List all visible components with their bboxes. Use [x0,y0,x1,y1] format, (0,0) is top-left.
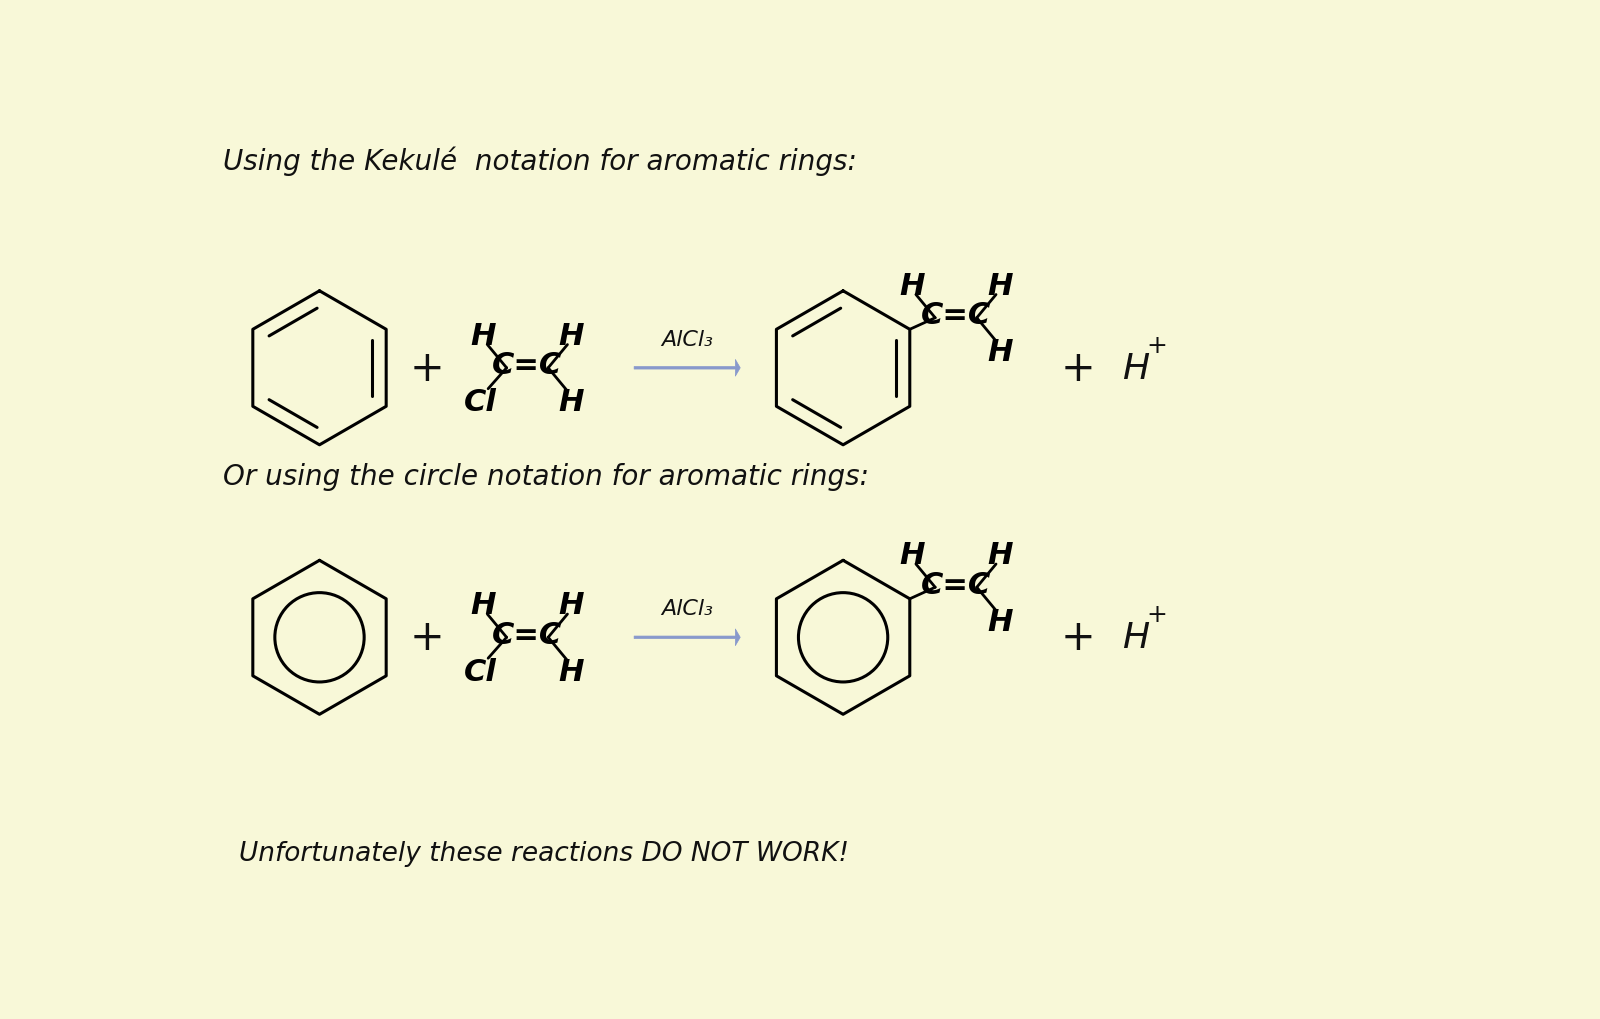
Text: H: H [558,322,584,351]
Text: H: H [1122,352,1149,385]
Text: H: H [470,591,496,620]
Text: H: H [558,591,584,620]
Text: C=C: C=C [922,570,990,599]
Text: +: + [1061,347,1096,389]
Text: +: + [1147,333,1168,358]
Text: H: H [987,338,1013,367]
Text: +: + [1147,602,1168,627]
Text: Cl: Cl [464,657,498,686]
Text: H: H [987,271,1013,301]
Text: AlCl₃: AlCl₃ [661,598,714,619]
Text: Cl: Cl [464,388,498,417]
Text: Unfortunately these reactions DO NOT WORK!: Unfortunately these reactions DO NOT WOR… [238,840,848,866]
Text: H: H [987,607,1013,636]
Text: H: H [1122,621,1149,654]
Text: Or using the circle notation for aromatic rings:: Or using the circle notation for aromati… [224,463,869,490]
Text: Using the Kekulé  notation for aromatic rings:: Using the Kekulé notation for aromatic r… [224,146,858,175]
Text: C=C: C=C [493,351,563,380]
Text: H: H [899,271,925,301]
Text: H: H [558,388,584,417]
Text: H: H [470,322,496,351]
Text: +: + [410,347,445,389]
Text: H: H [899,541,925,570]
Text: +: + [410,616,445,658]
Text: H: H [558,657,584,686]
Text: AlCl₃: AlCl₃ [661,329,714,350]
Text: +: + [1061,616,1096,658]
Text: C=C: C=C [922,301,990,330]
Text: C=C: C=C [493,621,563,649]
Text: H: H [987,541,1013,570]
